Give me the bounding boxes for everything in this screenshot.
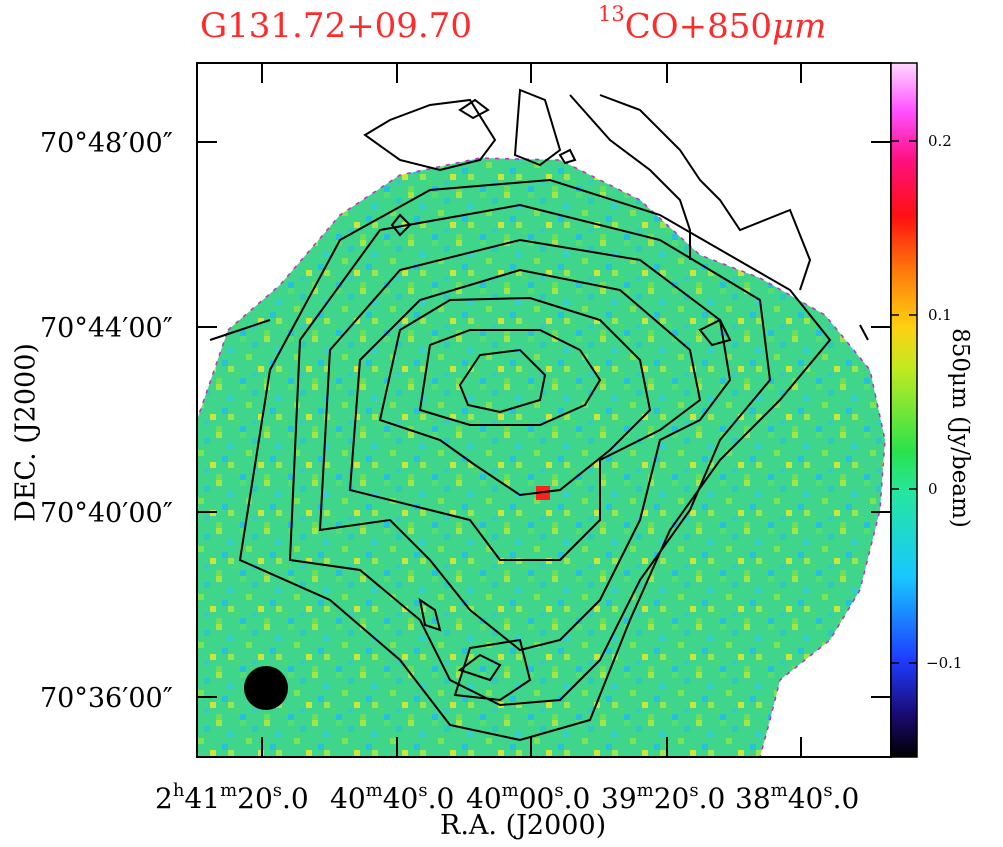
colorbar-tick-label: 0.1	[928, 306, 952, 324]
beam-icon	[244, 666, 288, 710]
colorbar-tick-label: 0	[928, 480, 938, 498]
ra-tick-label: 40m40s.0	[330, 780, 454, 815]
dec-tick-label: 70°44′00″	[40, 313, 173, 344]
colorbar-tick-label: −0.1	[926, 654, 962, 672]
ra-tick-label: 40m00s.0	[466, 780, 590, 815]
colorbar	[890, 62, 918, 758]
co-contours	[209, 88, 869, 742]
colorbar-ticks	[891, 140, 917, 664]
ra-tick-marks	[261, 63, 802, 757]
band-title: 13CO+850μm	[598, 2, 827, 47]
colorbar-tick-label: 0.2	[928, 132, 952, 150]
ra-axis-label: R.A. (J2000)	[440, 810, 607, 841]
dec-tick-label: 70°40′00″	[40, 498, 173, 529]
dec-tick-label: 70°48′00″	[40, 128, 173, 159]
ra-tick-label: 39m20s.0	[601, 780, 725, 815]
ra-tick-label: 2h41m20s.0	[155, 780, 309, 815]
dec-tick-marks	[197, 141, 891, 698]
dec-tick-label: 70°36′00″	[40, 683, 173, 714]
ra-tick-label: 38m40s.0	[735, 780, 859, 815]
source-name: G131.72+09.70	[200, 6, 472, 46]
850um-map-region	[197, 157, 886, 757]
